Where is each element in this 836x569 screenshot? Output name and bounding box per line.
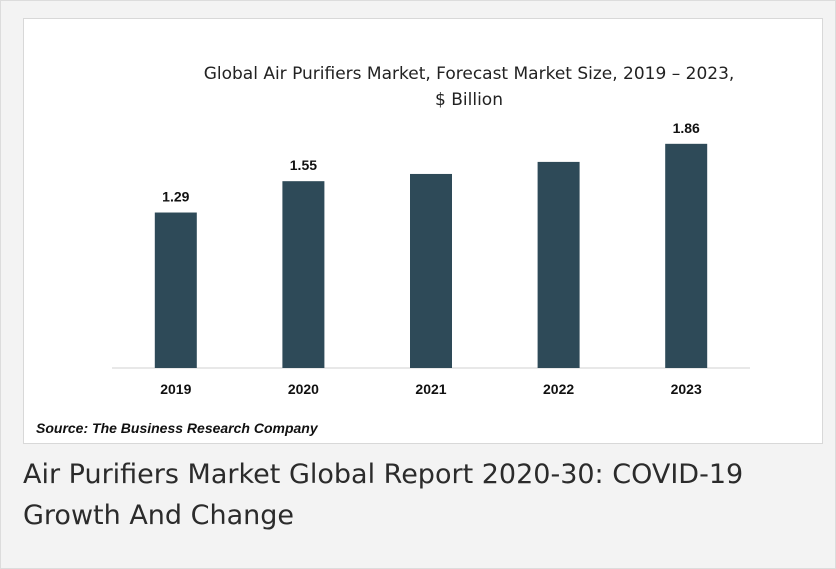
x-tick-label-2023: 2023 (671, 381, 702, 397)
chart-container: Global Air Purifiers Market, Forecast Ma… (23, 18, 823, 444)
data-label-2023: 1.86 (673, 120, 700, 136)
source-note: Source: The Business Research Company (36, 420, 318, 436)
data-label-2019: 1.29 (162, 189, 189, 205)
bar-2020 (282, 181, 324, 368)
x-tick-label-2021: 2021 (415, 381, 446, 397)
x-tick-label-2022: 2022 (543, 381, 574, 397)
bar-2019 (155, 213, 197, 368)
bar-2021 (410, 174, 452, 368)
bar-2022 (538, 162, 580, 368)
data-label-2020: 1.55 (290, 157, 317, 173)
bar-chart: 2019 1.29 2020 1.55 2021 2022 2023 1.86 (24, 19, 824, 445)
x-tick-label-2020: 2020 (288, 381, 319, 397)
x-tick-label-2019: 2019 (160, 381, 191, 397)
page-caption: Air Purifiers Market Global Report 2020-… (23, 454, 823, 536)
bar-2023 (665, 144, 707, 368)
